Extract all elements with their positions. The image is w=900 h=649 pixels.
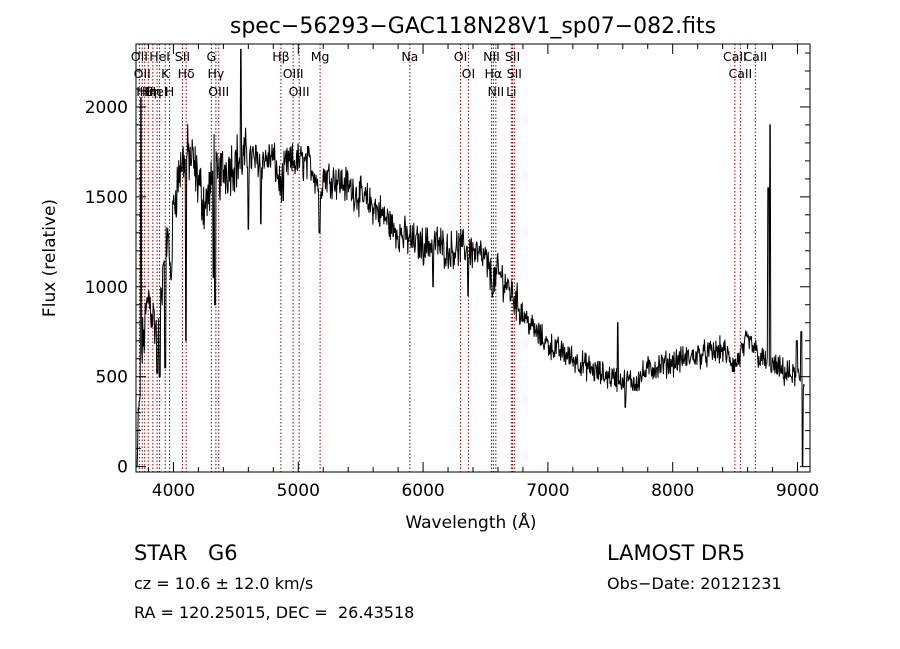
y-axis-label: Flux (relative)	[40, 199, 60, 317]
line-label: CaII	[723, 49, 747, 64]
x-tick-label: 5000	[277, 481, 320, 501]
line-label: Hη	[140, 84, 157, 99]
line-label: SII	[175, 49, 190, 64]
emission-line-labels: OIIOIIHθHηHηHeIHeIKHSIIHδGHγOIIIHβOIIIOI…	[131, 49, 767, 99]
x-axis-label: Wavelength (Å)	[405, 511, 536, 533]
plot-frame	[135, 43, 811, 473]
observation-date: Obs−Date: 20121231	[607, 574, 782, 593]
line-label: HeI	[149, 49, 170, 64]
line-label: OIII	[208, 84, 229, 99]
line-label: Hβ	[272, 49, 289, 64]
chart-title: spec−56293−GAC118N28V1_sp07−082.fits	[230, 14, 716, 39]
x-tick-label: 4000	[152, 481, 195, 501]
line-label: OI	[462, 66, 476, 81]
line-label: Hη	[144, 84, 161, 99]
line-label: G	[207, 49, 217, 64]
line-label: Hδ	[178, 66, 195, 81]
line-label: OII	[134, 66, 151, 81]
y-tick-label: 0	[117, 458, 128, 478]
y-tick-label: 1000	[85, 278, 128, 298]
object-subclass: G6	[208, 541, 238, 565]
ra-dec: RA = 120.25015, DEC = 26.43518	[134, 603, 415, 622]
x-axis-ticks: 4000 5000 6000 7000 8000 9000	[147, 44, 819, 501]
line-label: HeI	[147, 84, 168, 99]
line-label: Hα	[485, 66, 503, 81]
line-label: NII	[487, 84, 504, 99]
line-label: Hθ	[136, 84, 153, 99]
line-label: H	[165, 84, 174, 99]
spectrum-line	[136, 48, 805, 468]
line-label: OIII	[283, 66, 304, 81]
line-label: K	[161, 66, 170, 81]
line-label: OII	[131, 49, 148, 64]
line-label: OIII	[289, 84, 310, 99]
line-label: CaII	[728, 66, 752, 81]
line-label: Mg	[311, 49, 330, 64]
line-label: SII	[507, 66, 522, 81]
y-tick-label: 1500	[85, 188, 128, 208]
y-tick-label: 2000	[85, 98, 128, 118]
line-label: Li	[506, 84, 516, 99]
line-label: OI	[454, 49, 468, 64]
x-tick-label: 8000	[651, 481, 694, 501]
x-tick-label: 6000	[401, 481, 444, 501]
redshift-cz: cz = 10.6 ± 12.0 km/s	[134, 574, 314, 593]
survey-name: LAMOST DR5	[607, 541, 746, 565]
y-axis-ticks: 0 500 1000 1500 2000	[85, 52, 810, 478]
line-label: NII	[483, 49, 500, 64]
x-tick-label: 9000	[776, 481, 819, 501]
object-class: STAR	[134, 541, 188, 565]
line-label: CaII	[743, 49, 767, 64]
x-tick-label: 7000	[526, 481, 569, 501]
line-label: Hγ	[207, 66, 224, 81]
line-label: SII	[505, 49, 520, 64]
y-tick-label: 500	[96, 368, 128, 388]
line-label: Na	[401, 49, 418, 64]
